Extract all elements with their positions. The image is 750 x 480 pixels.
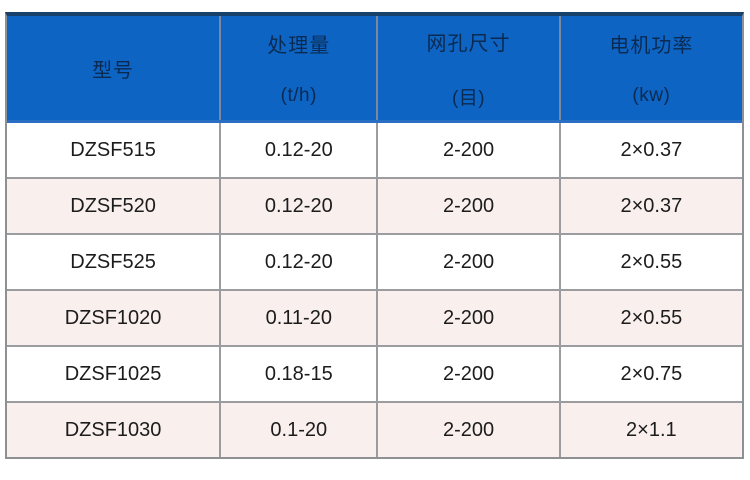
cell-motor-power: 2×0.37: [558, 177, 742, 235]
table-row: DZSF1025 0.18-15 2-200 2×0.75: [7, 345, 742, 403]
cell-mesh-size: 2-200: [376, 120, 561, 179]
header-cell-motor-power: 电机功率 (kw): [558, 16, 742, 123]
table-row: DZSF1030 0.1-20 2-200 2×1.1: [7, 401, 742, 457]
cell-mesh-size: 2-200: [376, 233, 561, 291]
header-cell-mesh-size: 网孔尺寸 (目): [376, 16, 561, 123]
cell-model: DZSF1025: [7, 345, 222, 403]
column-label-model: 型号: [92, 59, 135, 82]
header-cell-model: 型号: [7, 16, 222, 123]
cell-motor-power: 2×0.55: [558, 233, 742, 291]
cell-mesh-size: 2-200: [376, 289, 561, 347]
table-row: DZSF1020 0.11-20 2-200 2×0.55: [7, 289, 742, 347]
header-cell-capacity: 处理量 (t/h): [219, 16, 379, 123]
spec-table: 型号 处理量 (t/h) 网孔尺寸 (目) 电机功率 (kw): [7, 16, 742, 457]
cell-model: DZSF520: [7, 177, 222, 235]
column-label-motor-power: 电机功率: [609, 35, 694, 57]
spec-table-frame: 型号 处理量 (t/h) 网孔尺寸 (目) 电机功率 (kw): [5, 12, 744, 459]
cell-model: DZSF525: [7, 233, 222, 291]
cell-mesh-size: 2-200: [376, 401, 561, 457]
cell-mesh-size: 2-200: [376, 177, 561, 235]
cell-motor-power: 2×0.75: [558, 345, 742, 403]
cell-capacity: 0.18-15: [219, 345, 379, 403]
table-row: DZSF515 0.12-20 2-200 2×0.37: [7, 120, 742, 179]
table-row: DZSF525 0.12-20 2-200 2×0.55: [7, 233, 742, 291]
column-label-capacity: 处理量: [267, 35, 331, 57]
cell-motor-power: 2×1.1: [558, 401, 742, 457]
cell-capacity: 0.11-20: [219, 289, 379, 347]
cell-model: DZSF1020: [7, 289, 222, 347]
cell-capacity: 0.12-20: [219, 120, 379, 179]
cell-capacity: 0.12-20: [219, 233, 379, 291]
cell-motor-power: 2×0.37: [558, 120, 742, 179]
column-label-mesh-size: 网孔尺寸: [426, 32, 511, 55]
table-row: DZSF520 0.12-20 2-200 2×0.37: [7, 177, 742, 235]
cell-motor-power: 2×0.55: [558, 289, 742, 347]
cell-capacity: 0.12-20: [219, 177, 379, 235]
column-unit-capacity: (t/h): [280, 85, 317, 106]
cell-model: DZSF515: [7, 120, 222, 179]
column-unit-motor-power: (kw): [632, 85, 671, 106]
cell-capacity: 0.1-20: [219, 401, 379, 457]
cell-mesh-size: 2-200: [376, 345, 561, 403]
column-unit-mesh-size: (目): [451, 87, 486, 109]
header-row: 型号 处理量 (t/h) 网孔尺寸 (目) 电机功率 (kw): [7, 16, 742, 123]
cell-model: DZSF1030: [7, 401, 222, 457]
